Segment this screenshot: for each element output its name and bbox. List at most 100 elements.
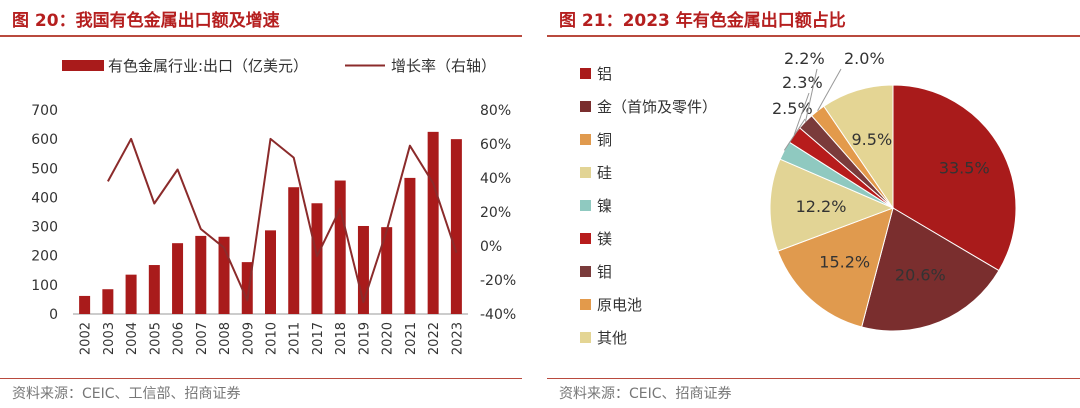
bar [125, 274, 137, 314]
x-axis-tick-label: 2023 [450, 322, 465, 355]
bar [311, 203, 323, 314]
export-value-growth-chart: 有色金属行业:出口（亿美元） 增长率（右轴） 0 100 200 300 400 500 6… [31, 57, 516, 355]
title-divider [0, 35, 522, 37]
right-axis-tick-label: 80% [480, 103, 511, 119]
source-divider [547, 378, 1080, 379]
legend-swatch [580, 68, 591, 79]
legend: 有色金属行业:出口（亿美元） 增长率（右轴） [62, 57, 496, 75]
legend-label: 原电池 [597, 296, 642, 314]
legend-line-label: 增长率（右轴） [391, 57, 496, 75]
bar [241, 262, 253, 314]
x-axis-tick-label: 2011 [288, 322, 303, 355]
x-axis-tick-label: 2019 [357, 322, 372, 355]
legend-label: 其他 [597, 329, 627, 347]
legend-swatch [580, 134, 591, 145]
right-figure-panel: 图 21：2023 年有色金属出口额占比 铝金（首饰及零件） 铜硅镍镁钼原电池其他… [547, 0, 1080, 408]
x-axis-tick-label: 2006 [172, 322, 187, 355]
legend-swatch [580, 101, 591, 112]
x-axis-tick-label: 2002 [79, 322, 94, 355]
left-axis-tick-label: 300 [31, 220, 58, 236]
left-axis-tick-label: 500 [31, 161, 58, 177]
pie-slice [892, 84, 1017, 272]
legend-label: 铜 [597, 131, 612, 149]
axes: 0 100 200 300 400 500 600 700 -40% -20% 0% 20% 40% 60… [31, 103, 516, 355]
left-axis-tick-label: 0 [49, 307, 58, 323]
x-axis-tick-label: 2022 [427, 322, 442, 355]
x-axis-tick-label: 2017 [311, 322, 326, 355]
line-series [107, 137, 458, 304]
legend-bar-swatch [62, 60, 104, 71]
x-axis-tick-label: 2020 [381, 322, 396, 355]
legend-label: 镁 [597, 230, 612, 248]
right-axis-tick-label: -20% [480, 273, 516, 289]
bar [102, 289, 114, 314]
leader-line [805, 68, 818, 122]
figure-20-title: 图 20：我国有色金属出口额及增速 [12, 11, 280, 31]
pie-value-label: 2.2% [784, 49, 825, 68]
pie-slices [769, 84, 1017, 332]
legend-swatch [580, 299, 591, 310]
legend-label: 硅 [597, 164, 612, 182]
legend-swatch [580, 266, 591, 277]
legend-bar-label: 有色金属行业:出口（亿美元） [108, 57, 308, 75]
pie-value-label: 12.2% [796, 197, 847, 216]
bar [172, 243, 184, 314]
left-axis-tick-label: 200 [31, 249, 58, 265]
legend-label: 铝 [597, 65, 612, 83]
pie-value-label: 20.6% [895, 266, 946, 285]
x-axis-tick-label: 2021 [404, 322, 419, 355]
left-axis-tick-label: 700 [31, 103, 58, 119]
bar [79, 295, 91, 314]
figure-21-title: 图 21：2023 年有色金属出口额占比 [559, 11, 846, 31]
x-axis-tick-label: 2005 [148, 322, 163, 355]
growth-rate-line [107, 137, 458, 304]
bar [404, 177, 416, 314]
source-note: 资料来源：CEIC、招商证券 [559, 386, 732, 402]
x-axis-tick-label: 2018 [334, 322, 349, 355]
legend-label: 金（首饰及零件） [597, 98, 717, 116]
pie-value-label: 2.5% [772, 99, 813, 118]
bar [288, 187, 300, 314]
x-axis-tick-label: 2007 [195, 322, 210, 355]
pie-slice [861, 207, 1000, 332]
x-axis-tick-label: 2003 [102, 322, 117, 355]
source-divider [0, 378, 522, 379]
bar-series [79, 131, 462, 314]
left-figure-panel: 图 20：我国有色金属出口额及增速 有色金属行业:出口（亿美元） 增长率（右轴）… [0, 0, 522, 408]
pie-value-label: 2.0% [844, 49, 885, 68]
left-axis-tick-label: 600 [31, 132, 58, 148]
x-axis-tick-label: 2004 [125, 322, 140, 355]
pie-value-label: 9.5% [852, 130, 893, 149]
bar [195, 235, 207, 314]
right-axis-tick-label: 20% [480, 205, 511, 221]
pie-slice [769, 158, 895, 252]
bar [218, 236, 230, 314]
leader-line [793, 92, 810, 135]
x-axis-tick-label: 2008 [218, 322, 233, 355]
pie-value-label: 2.3% [782, 73, 823, 92]
right-axis-tick-label: 60% [480, 137, 511, 153]
leader-line [817, 68, 842, 112]
x-axis-tick-label: 2010 [265, 322, 280, 355]
x-axis-tick-label: 2009 [241, 322, 256, 355]
bar [334, 180, 346, 314]
legend-label: 镍 [597, 197, 612, 215]
bar [450, 139, 462, 314]
legend-label: 钼 [597, 263, 612, 281]
legend-swatch [580, 332, 591, 343]
pie-labels: 33.5% 20.6% 15.2% 12.2% 9.5% 2.5% 2.3% 2.2% 2.0% [772, 49, 990, 285]
bar [357, 225, 369, 314]
pie-slice [823, 84, 894, 210]
source-note: 资料来源：CEIC、工信部、招商证券 [12, 386, 241, 402]
title-divider [547, 35, 1080, 37]
bar [427, 131, 439, 314]
pie-slice [777, 207, 894, 328]
pie-value-label: 15.2% [819, 252, 870, 271]
right-axis-tick-label: 40% [480, 171, 511, 187]
pie-value-label: 33.5% [939, 158, 990, 177]
legend-swatch [580, 200, 591, 211]
left-axis-tick-label: 400 [31, 190, 58, 206]
legend-swatch [580, 167, 591, 178]
